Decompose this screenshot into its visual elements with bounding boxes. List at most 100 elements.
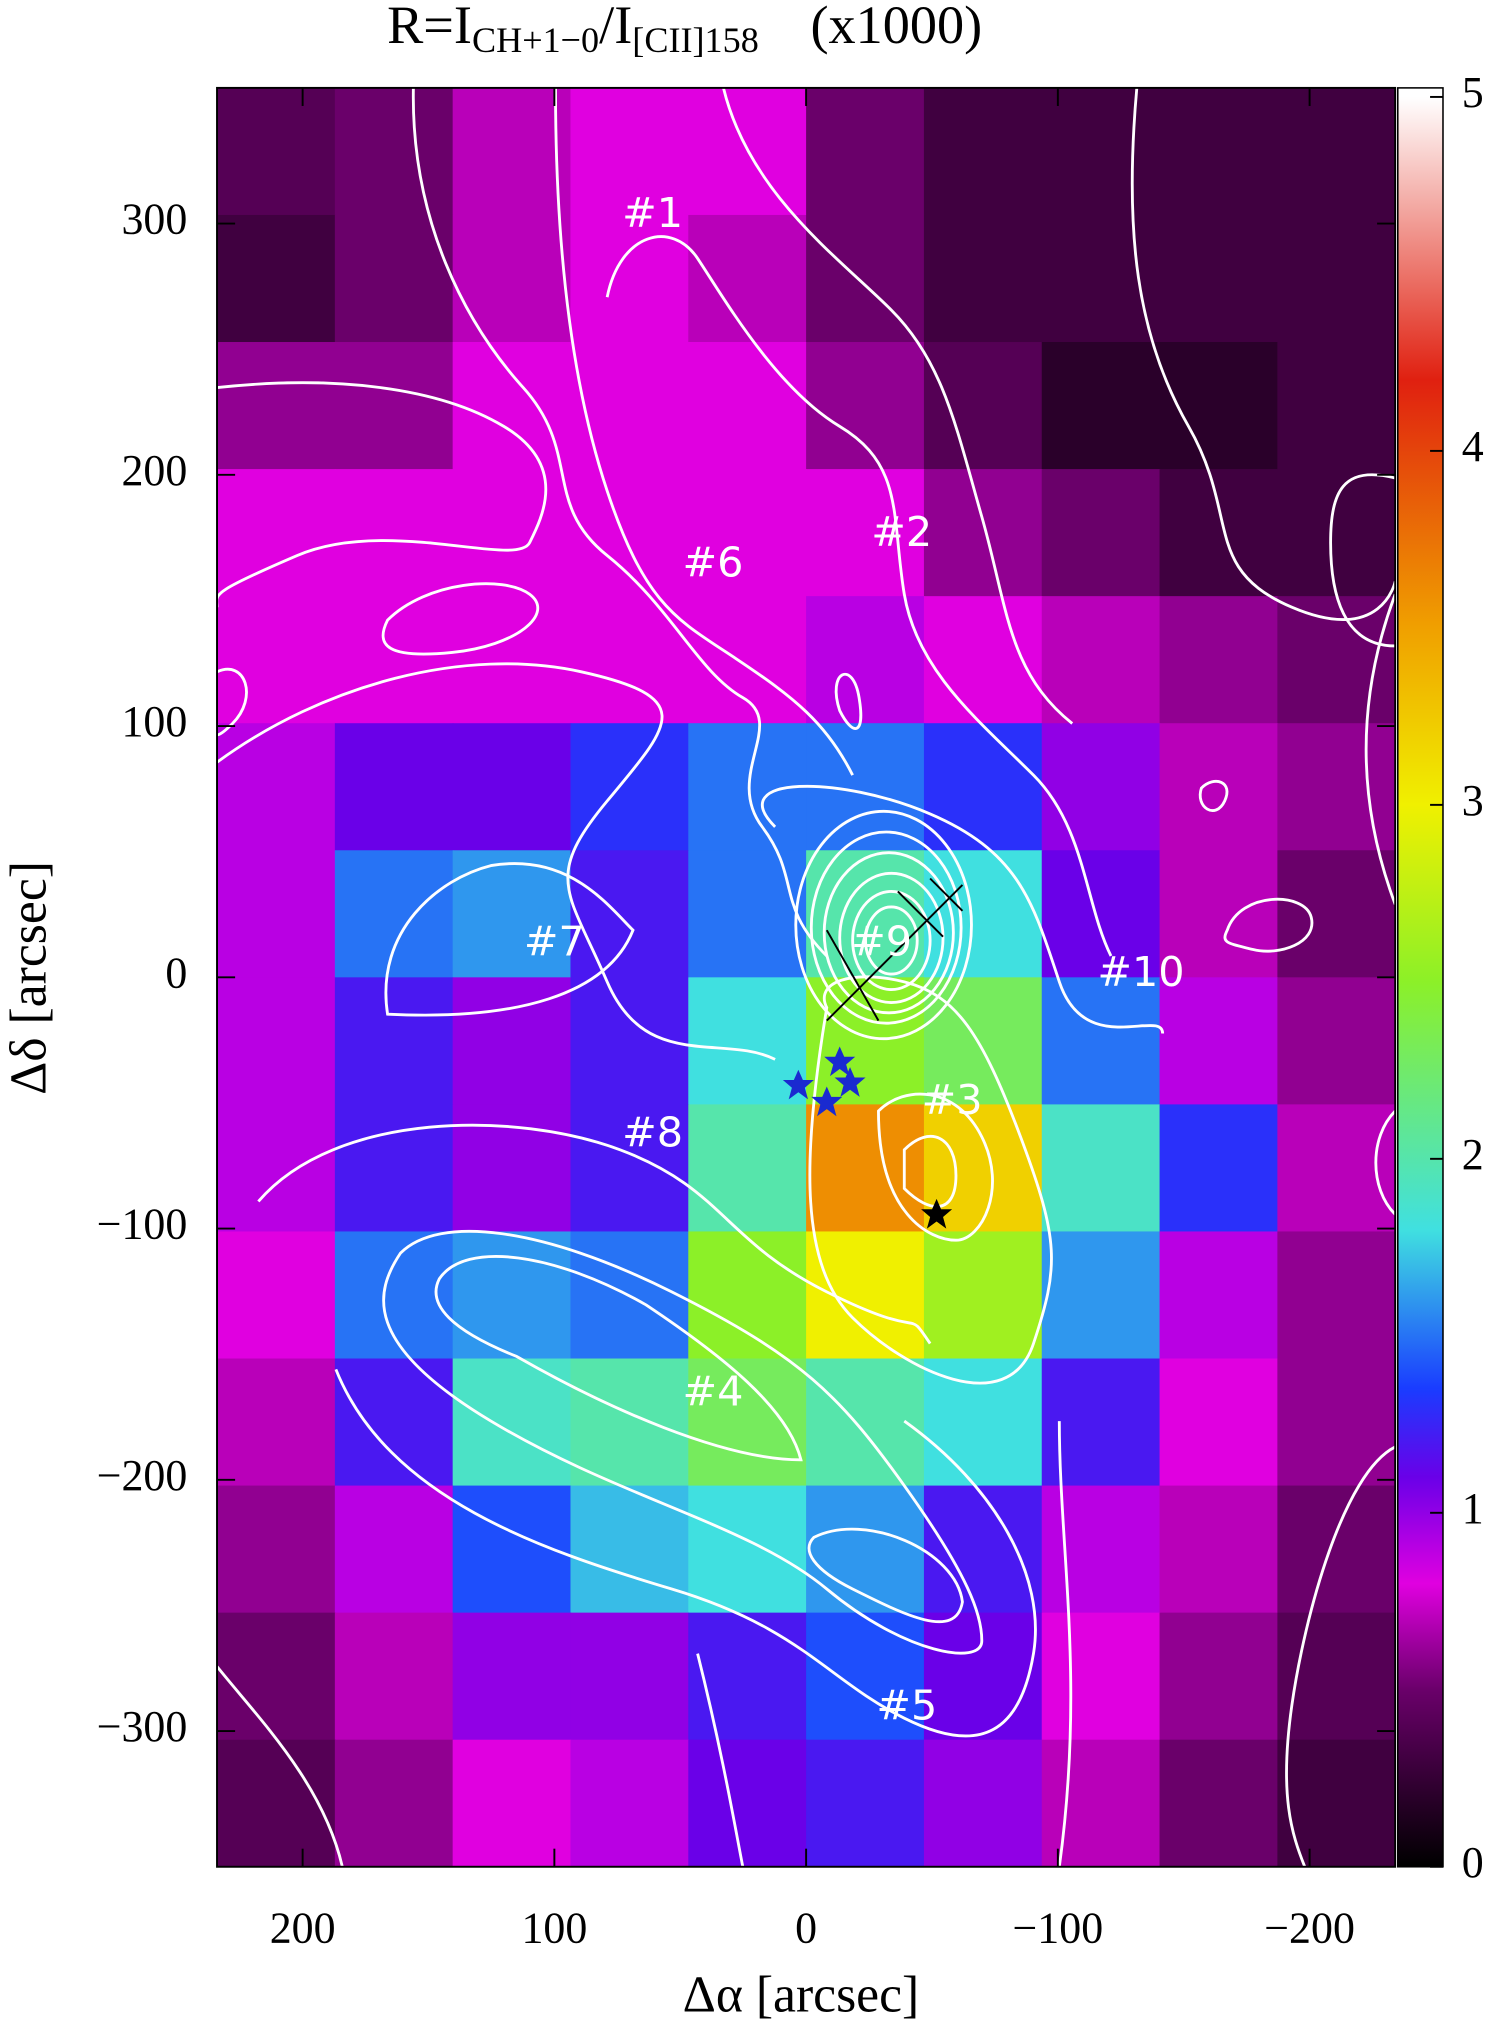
heatmap-cell (1041, 1485, 1161, 1614)
heatmap-cell (1159, 1104, 1279, 1233)
heatmap-cell (806, 1231, 925, 1360)
heatmap-cell (334, 723, 454, 852)
heatmap-cell (452, 1612, 572, 1741)
heatmap-cell (1041, 1739, 1161, 1867)
heatmap-cell (334, 977, 454, 1106)
y-axis-label: Δδ [arcsec] (0, 861, 57, 1095)
colorbar-tick-label: 0 (1462, 1838, 1484, 1887)
heatmap-cell (217, 850, 336, 979)
heatmap-cell (570, 469, 690, 597)
y-tick-label: 0 (165, 948, 187, 997)
heatmap-cell (923, 1358, 1043, 1487)
heatmap-cell (570, 87, 690, 216)
heatmap-cell (452, 342, 572, 470)
heatmap-cell (1277, 596, 1396, 724)
heatmap-cell (1041, 1231, 1161, 1360)
heatmap-cell (570, 850, 690, 979)
heatmap-cell (1159, 342, 1279, 470)
y-tick-label: −100 (97, 1200, 188, 1249)
colorbar-tick-label: 1 (1462, 1484, 1484, 1533)
heatmap-cell (1041, 214, 1161, 343)
heatmap-cell (1277, 469, 1396, 597)
heatmap-cell (334, 342, 454, 470)
heatmap-cell (1277, 1739, 1396, 1867)
heatmap-cell (688, 1485, 807, 1614)
heatmap-cell (923, 1231, 1043, 1360)
heatmap-cell (334, 214, 454, 343)
heatmap-cell (688, 1612, 807, 1741)
heatmap-cell (1041, 596, 1161, 724)
heatmap-cell (1159, 1612, 1279, 1741)
heatmap-cell (217, 469, 336, 597)
region-label: #4 (682, 1367, 743, 1415)
heatmap-cell (1159, 1231, 1279, 1360)
heatmap-cell (1041, 977, 1161, 1106)
heatmap-cell (1277, 214, 1396, 343)
heatmap-cell (452, 723, 572, 852)
heatmap-cell (923, 87, 1043, 216)
heatmap-cell (570, 1485, 690, 1614)
heatmap-cell (806, 1485, 925, 1614)
y-tick-label: 300 (121, 195, 187, 244)
heatmap-cell (1159, 1358, 1279, 1487)
heatmap-cell (1277, 977, 1396, 1106)
region-label: #8 (622, 1109, 683, 1157)
heatmap-cell (452, 596, 572, 724)
heatmap-cell (688, 1231, 807, 1360)
heatmap-cell (688, 214, 807, 343)
heatmap-cell (1277, 1485, 1396, 1614)
heatmap-cell (570, 1104, 690, 1233)
heatmap-cell (570, 342, 690, 470)
heatmap-cell (1041, 1104, 1161, 1233)
heatmap-cell (1041, 342, 1161, 470)
heatmap-cell (217, 1358, 336, 1487)
heatmap-cell (1159, 87, 1279, 216)
region-label: #2 (871, 508, 932, 556)
heatmap-cell (806, 596, 925, 724)
heatmap-cell (334, 1485, 454, 1614)
heatmap-cell (1277, 87, 1396, 216)
heatmap-cell (688, 596, 807, 724)
heatmap-cell (334, 850, 454, 979)
heatmap-cell (452, 87, 572, 216)
heatmap-cell (217, 342, 336, 470)
heatmap-cell (923, 1739, 1043, 1867)
annotations: #1 #2 #6 #7 #9 #10 #3 #8 #4 #5 (524, 189, 1185, 1729)
heatmap-cell (1041, 469, 1161, 597)
x-tick-label: 200 (270, 1904, 336, 1953)
heatmap-cell (1277, 850, 1396, 979)
heatmap-cell (1041, 850, 1161, 979)
colorbar (1397, 87, 1444, 1868)
heatmap-cell (217, 1485, 336, 1614)
heatmap-cell (570, 596, 690, 724)
markers (782, 877, 964, 1229)
y-tick-label: 200 (121, 446, 187, 495)
heatmap-cell (688, 850, 807, 979)
colorbar-tick-label: 3 (1462, 776, 1484, 825)
y-tick-label: −200 (97, 1451, 188, 1500)
contours (217, 87, 1396, 1867)
heatmap-cell (688, 1358, 807, 1487)
heatmap-cell (1159, 214, 1279, 343)
heatmap-cell (217, 723, 336, 852)
heatmap-cell (923, 1612, 1043, 1741)
heatmap-cell (688, 977, 807, 1106)
heatmap-cell (1041, 1612, 1161, 1741)
heatmap-cell (1159, 850, 1279, 979)
x-tick-label: 100 (521, 1904, 587, 1953)
heatmap-cell (1159, 469, 1279, 597)
heatmap-cell (452, 1739, 572, 1867)
colorbar-tick-label: 5 (1462, 68, 1484, 117)
x-tick-label: 0 (795, 1904, 817, 1953)
heatmap-cell (1277, 1231, 1396, 1360)
heatmap-cell (923, 723, 1043, 852)
heatmap-cell (1159, 977, 1279, 1106)
heatmap-cell (334, 596, 454, 724)
colorbar-tick-label: 4 (1462, 422, 1484, 471)
heatmap-cell (334, 1358, 454, 1487)
region-label: #3 (922, 1076, 983, 1124)
colorbar-tick-label: 2 (1462, 1130, 1484, 1179)
heatmap-cell (570, 1612, 690, 1741)
heatmap-cell (334, 1104, 454, 1233)
x-tick-label: −200 (1264, 1904, 1355, 1953)
